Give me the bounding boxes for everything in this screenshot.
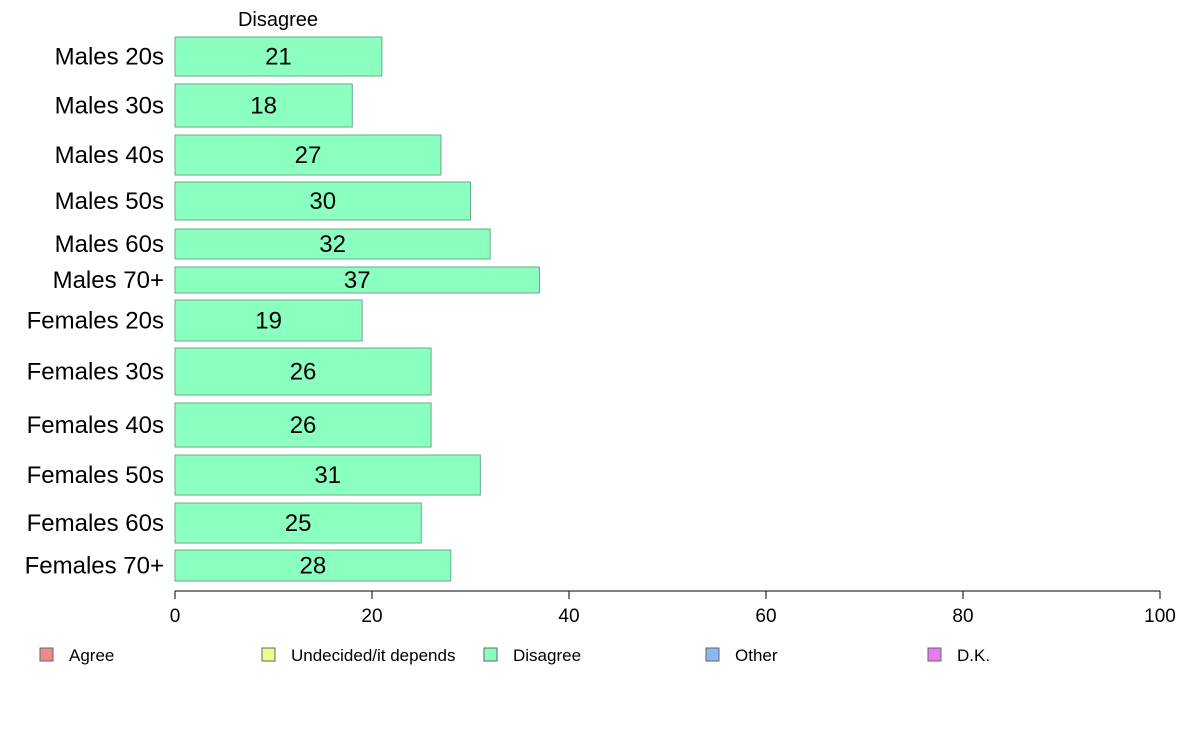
category-label-1: Males 30s [55, 93, 164, 120]
bar-6 [174, 299, 363, 342]
category-label-2: Males 40s [55, 142, 164, 169]
legend-swatch-1 [261, 647, 276, 662]
category-label-8: Females 40s [27, 412, 164, 439]
value-label-0: 21 [265, 44, 292, 71]
value-label-5: 37 [344, 267, 371, 294]
legend-label-2: Disagree [513, 646, 581, 665]
legend: Agree Undecided/it depends Disagree Other D.… [39, 646, 990, 665]
legend-swatch-3 [705, 647, 720, 662]
bar-7 [174, 347, 432, 396]
legend-item-1: Undecided/it depends [261, 646, 455, 665]
bars-group [174, 36, 540, 582]
bar-4 [174, 228, 491, 260]
bar-11 [174, 549, 452, 582]
x-axis: 0 20 40 60 80 100 [170, 590, 1176, 627]
legend-item-2: Disagree [483, 646, 581, 665]
legend-item-4: D.K. [927, 646, 990, 665]
bar-10 [174, 502, 422, 544]
category-label-3: Males 50s [55, 188, 164, 215]
value-label-11: 28 [300, 553, 327, 580]
category-label-9: Females 50s [27, 462, 164, 489]
chart-title: Disagree [238, 9, 318, 31]
legend-item-3: Other [705, 646, 778, 665]
value-label-9: 31 [314, 462, 341, 489]
x-tick-label-1: 20 [361, 606, 382, 627]
legend-label-4: D.K. [957, 646, 990, 665]
category-label-11: Females 70+ [25, 553, 164, 580]
category-labels: Males 20s Males 30s Males 40s Males 50s Male… [25, 44, 164, 580]
x-tick-label-3: 60 [755, 606, 776, 627]
bar-8 [174, 402, 432, 448]
x-tick-label-5: 100 [1144, 606, 1176, 627]
value-label-1: 18 [250, 93, 277, 120]
value-label-6: 19 [255, 308, 282, 335]
bar-3 [174, 181, 471, 221]
x-tick-label-0: 0 [170, 606, 181, 627]
bar-0 [174, 36, 383, 77]
legend-swatch-4 [927, 647, 942, 662]
category-label-5: Males 70+ [53, 267, 164, 294]
category-label-0: Males 20s [55, 44, 164, 71]
legend-swatch-2 [483, 647, 498, 662]
bar-2 [174, 134, 442, 176]
category-label-7: Females 30s [27, 359, 164, 386]
category-label-10: Females 60s [27, 510, 164, 537]
legend-label-0: Agree [69, 646, 114, 665]
bar-1 [174, 83, 353, 128]
x-tick-label-4: 80 [952, 606, 973, 627]
x-tick-label-2: 40 [558, 606, 579, 627]
bar-5 [174, 266, 540, 294]
value-label-10: 25 [285, 510, 312, 537]
legend-item-0: Agree [39, 646, 114, 665]
value-label-8: 26 [290, 412, 317, 439]
bar-9 [174, 454, 481, 496]
legend-swatch-0 [39, 647, 54, 662]
legend-label-1: Undecided/it depends [291, 646, 455, 665]
value-label-3: 30 [309, 188, 336, 215]
category-label-6: Females 20s [27, 308, 164, 335]
value-label-7: 26 [290, 359, 317, 386]
value-label-4: 32 [319, 231, 346, 258]
value-label-2: 27 [295, 142, 322, 169]
category-label-4: Males 60s [55, 231, 164, 258]
legend-label-3: Other [735, 646, 778, 665]
